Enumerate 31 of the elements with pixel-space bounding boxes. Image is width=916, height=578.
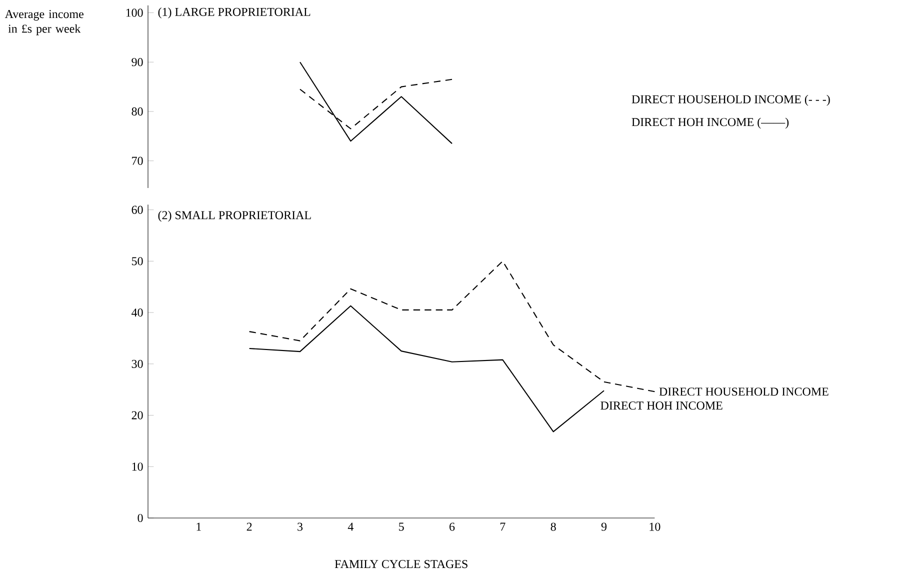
x-tick-label: 10 [650,522,660,531]
chart-title: (2) SMALL PROPRIETORIAL [158,210,311,222]
x-tick-label: 6 [450,522,455,531]
x-axis-title: FAMILY CYCLE STAGES [334,560,468,568]
y-tick-label: 50 [132,257,143,266]
line-series [299,62,453,144]
x-tick-label: 9 [601,522,607,531]
y-tick-label: 100 [126,8,143,17]
y-tick-label: 30 [132,360,143,368]
x-tick-label: 8 [550,522,556,531]
y-tick-label: 10 [132,462,143,471]
series-label: DIRECT HOUSEHOLD INCOME [659,388,828,396]
x-tick-label: 2 [246,522,252,531]
x-tick-label: 4 [348,522,354,531]
x-tick-label: 5 [399,522,404,531]
text: DIRECT HOH INCOME (——) [632,118,789,129]
x-tick-label: 3 [298,522,303,531]
y-tick-label: 70 [132,156,143,165]
y-tick-label: 40 [132,308,143,317]
y-tick-label: 90 [132,58,143,66]
series-label: DIRECT HOH INCOME [600,402,722,410]
line-series [248,260,656,392]
x-tick-label: 7 [500,522,506,531]
y-tick-label: 80 [132,107,143,116]
text: DIRECT HOUSEHOLD INCOME (- - -) [632,94,830,106]
y-tick-label: 0 [138,514,143,522]
y-axis-title: Average income in £s per week [4,10,84,36]
chart-title: (1) LARGE PROPRIETORIAL [158,8,310,18]
y-tick-label: 20 [132,411,143,420]
y-tick-label: 60 [132,206,143,214]
x-tick-label: 1 [196,522,201,531]
